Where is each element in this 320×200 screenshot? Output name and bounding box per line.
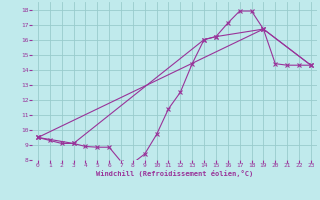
X-axis label: Windchill (Refroidissement éolien,°C): Windchill (Refroidissement éolien,°C) bbox=[96, 170, 253, 177]
